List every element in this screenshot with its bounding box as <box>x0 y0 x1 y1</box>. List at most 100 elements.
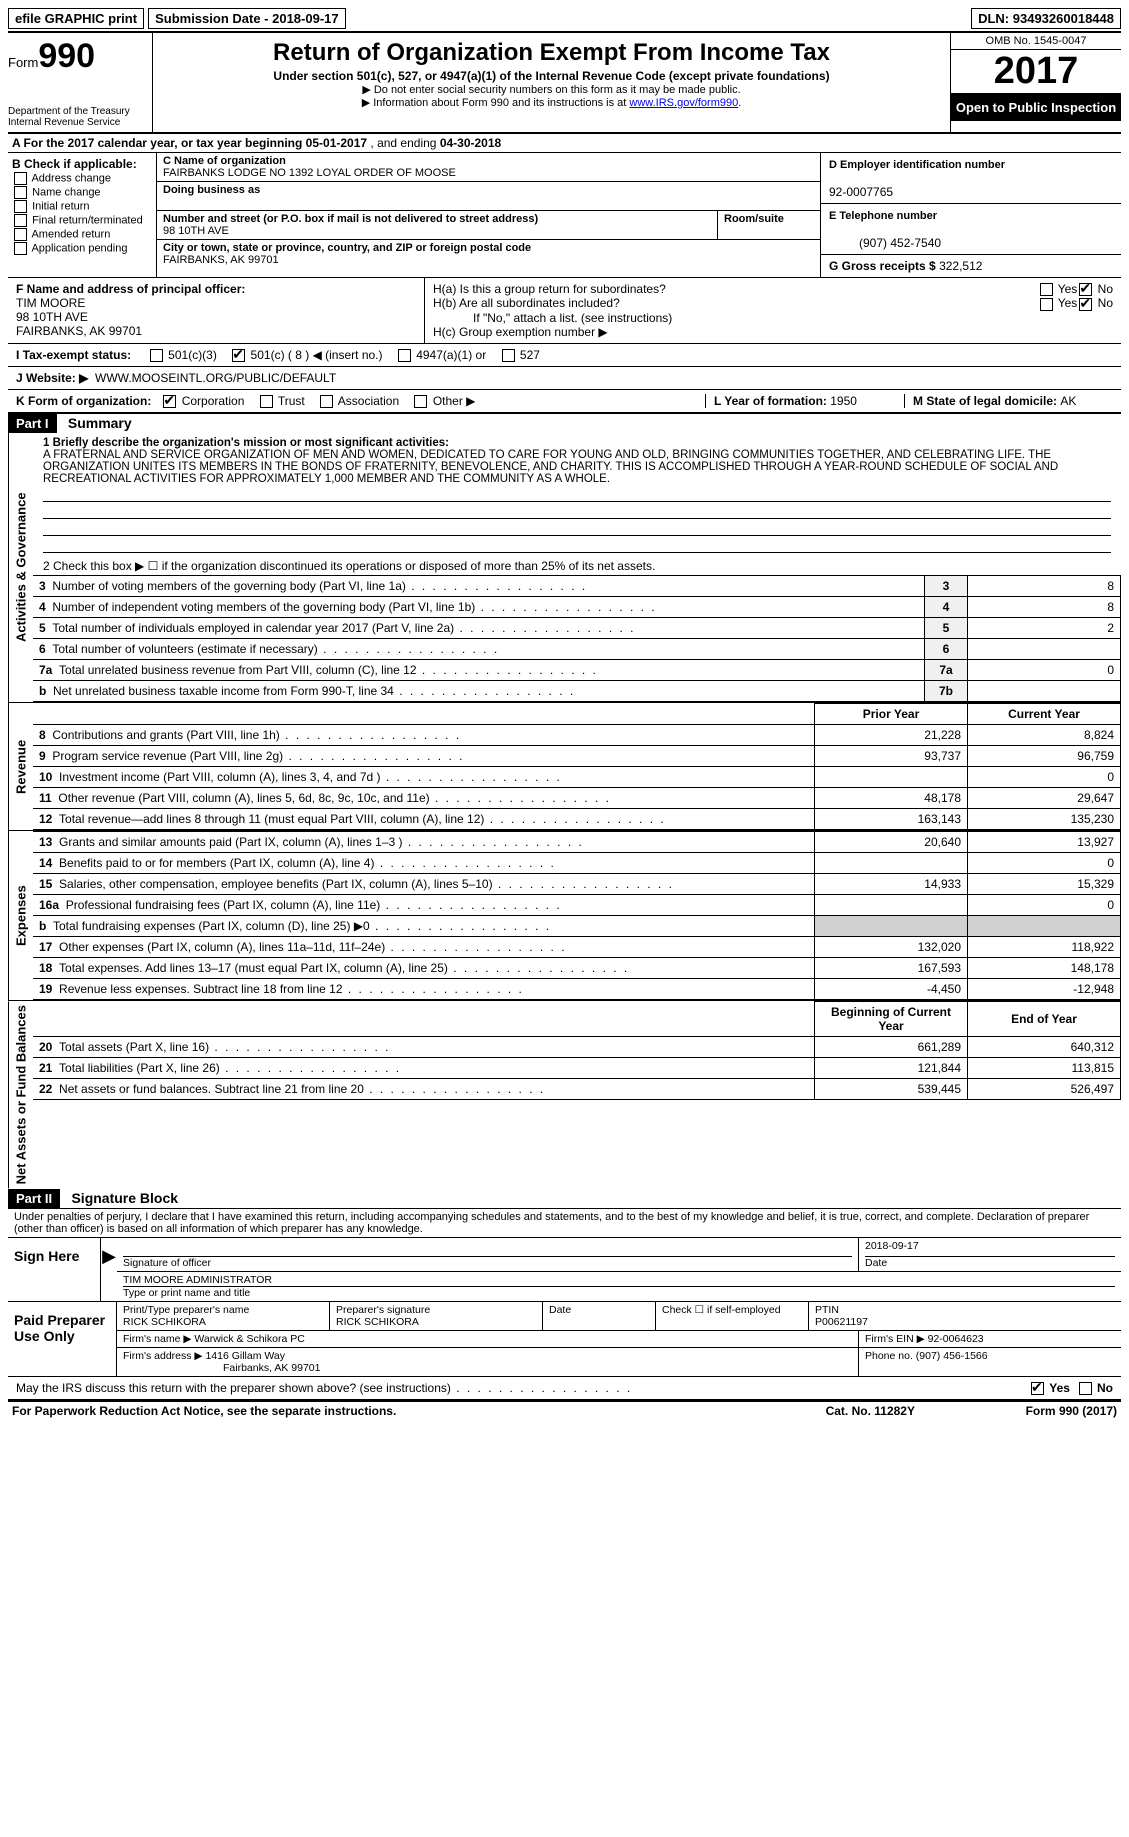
year-formation-label: L Year of formation: <box>714 394 830 408</box>
paid-preparer-label: Paid Preparer Use Only <box>8 1302 117 1376</box>
website-value: WWW.MOOSEINTL.ORG/PUBLIC/DEFAULT <box>95 371 336 385</box>
cb-trust[interactable]: Trust <box>258 394 305 408</box>
discuss-yes-label: Yes <box>1049 1381 1070 1395</box>
main-info: B Check if applicable: Address change Na… <box>8 153 1121 277</box>
cb-501c[interactable]: 501(c) ( 8 ) ◀ (insert no.) <box>230 348 382 362</box>
firm-name: Warwick & Schikora PC <box>194 1333 304 1345</box>
gov-line-6: 6 Total number of volunteers (estimate i… <box>33 639 1121 660</box>
rev-line-12: 12 Total revenue—add lines 8 through 11 … <box>33 809 1121 830</box>
col-current: Current Year <box>968 704 1121 725</box>
part1-header: Part I <box>8 414 57 433</box>
firm-phone: (907) 456-1566 <box>916 1350 988 1362</box>
top-bar: efile GRAPHIC print Submission Date - 20… <box>8 8 1121 29</box>
firm-ein: 92-0064623 <box>928 1333 984 1345</box>
cb-app-pending[interactable]: Application pending <box>12 242 152 255</box>
exp-line-13: 13 Grants and similar amounts paid (Part… <box>33 832 1121 853</box>
form-990: 990 <box>38 37 95 75</box>
vtab-netassets: Net Assets or Fund Balances <box>8 1001 33 1188</box>
cb-other[interactable]: Other ▶ <box>412 394 475 408</box>
gov-line-4: 4 Number of independent voting members o… <box>33 597 1121 618</box>
dln-value: 93493260018448 <box>1013 11 1114 26</box>
net-line-21: 21 Total liabilities (Part X, line 26) 1… <box>33 1058 1121 1079</box>
hb-note: If "No," attach a list. (see instruction… <box>433 311 1113 325</box>
cb-amended-return-label: Amended return <box>31 228 110 240</box>
firm-ein-label: Firm's EIN ▶ <box>865 1333 928 1345</box>
form-subtitle: Under section 501(c), 527, or 4947(a)(1)… <box>161 69 942 83</box>
firm-addr-label: Firm's address ▶ <box>123 1350 205 1362</box>
mission-text: A FRATERNAL AND SERVICE ORGANIZATION OF … <box>43 449 1058 485</box>
submission-label: Submission Date - <box>155 11 272 26</box>
note-info-pre: ▶ Information about Form 990 and its ins… <box>362 97 630 109</box>
part2-title: Signature Block <box>63 1188 186 1208</box>
box-c: C Name of organization FAIRBANKS LODGE N… <box>157 153 820 277</box>
ein-label: D Employer identification number <box>829 159 1005 171</box>
cb-501c3[interactable]: 501(c)(3) <box>148 348 217 362</box>
discuss-text: May the IRS discuss this return with the… <box>16 1381 1029 1395</box>
firm-addr1: 1416 Gillam Way <box>205 1350 285 1362</box>
col-prior: Prior Year <box>815 704 968 725</box>
box-f: F Name and address of principal officer:… <box>8 278 425 343</box>
ptin-value: P00621197 <box>815 1316 868 1328</box>
sig-date: 2018-09-17 <box>865 1240 1115 1257</box>
self-emp[interactable]: Check ☐ if self-employed <box>662 1304 781 1316</box>
dln-label: DLN: <box>978 11 1013 26</box>
state-domicile: AK <box>1060 394 1076 408</box>
exp-line-16a: 16a Professional fundraising fees (Part … <box>33 895 1121 916</box>
cb-527[interactable]: 527 <box>500 348 540 362</box>
opt-trust: Trust <box>278 394 305 408</box>
part2-header: Part II <box>8 1189 60 1208</box>
note-ssn: ▶ Do not enter social security numbers o… <box>161 83 942 96</box>
hb-yes[interactable]: Yes <box>1038 296 1078 310</box>
opt-assoc: Association <box>338 394 399 408</box>
rev-line-9: 9 Program service revenue (Part VIII, li… <box>33 746 1121 767</box>
cb-assoc[interactable]: Association <box>318 394 399 408</box>
opt-501c3: 501(c)(3) <box>168 348 217 362</box>
line2: 2 Check this box ▶ ☐ if the organization… <box>33 557 1121 575</box>
cb-initial-return[interactable]: Initial return <box>12 200 152 213</box>
box-b: B Check if applicable: Address change Na… <box>8 153 157 277</box>
ha-yes[interactable]: Yes <box>1038 282 1078 296</box>
box-b-header: B Check if applicable: <box>12 157 152 171</box>
cb-amended-return[interactable]: Amended return <box>12 228 152 241</box>
cb-corp[interactable]: Corporation <box>161 394 244 408</box>
website-label: J Website: ▶ <box>16 371 88 385</box>
part2-header-row: Part II Signature Block <box>8 1189 1121 1208</box>
cb-address-change-label: Address change <box>31 172 111 184</box>
officer-label: F Name and address of principal officer: <box>16 282 245 296</box>
row-k-lm: K Form of organization: Corporation Trus… <box>8 390 1121 414</box>
cb-final-return[interactable]: Final return/terminated <box>12 214 152 227</box>
hc-label: H(c) Group exemption number ▶ <box>433 325 1113 339</box>
exp-line-19: 19 Revenue less expenses. Subtract line … <box>33 979 1121 1000</box>
gov-line-7a: 7a Total unrelated business revenue from… <box>33 660 1121 681</box>
discuss-no[interactable]: No <box>1077 1381 1113 1395</box>
cb-initial-return-label: Initial return <box>32 200 89 212</box>
tax-year: 2017 <box>951 50 1121 94</box>
cb-name-change[interactable]: Name change <box>12 186 152 199</box>
open-inspection: Open to Public Inspection <box>951 94 1121 121</box>
sign-here-row: Sign Here ▶ Signature of officer 2018-09… <box>8 1238 1121 1302</box>
box-h: H(a) Is this a group return for subordin… <box>425 278 1121 343</box>
gov-line-b: b Net unrelated business taxable income … <box>33 681 1121 702</box>
form-header: Form990 Department of the Treasury Inter… <box>8 31 1121 134</box>
row-f-h: F Name and address of principal officer:… <box>8 277 1121 344</box>
opt-corp: Corporation <box>182 394 245 408</box>
phone-label: E Telephone number <box>829 210 937 222</box>
irs-link[interactable]: www.IRS.gov/form990 <box>629 97 738 109</box>
hb-no[interactable]: No <box>1077 296 1113 310</box>
ha-label: H(a) Is this a group return for subordin… <box>433 282 1038 296</box>
ptin-label: PTIN <box>815 1304 839 1316</box>
room-label: Room/suite <box>724 213 784 225</box>
footer-right: Form 990 (2017) <box>1026 1404 1117 1418</box>
prep-date-label: Date <box>549 1304 571 1316</box>
col-end: End of Year <box>968 1002 1121 1037</box>
net-line-20: 20 Total assets (Part X, line 16) 661,28… <box>33 1037 1121 1058</box>
discuss-yes[interactable]: Yes <box>1029 1381 1070 1395</box>
cb-address-change[interactable]: Address change <box>12 172 152 185</box>
cb-4947[interactable]: 4947(a)(1) or <box>396 348 486 362</box>
sign-here-label: Sign Here <box>8 1238 101 1301</box>
gross-value: 322,512 <box>939 259 982 273</box>
cb-app-pending-label: Application pending <box>31 242 127 254</box>
discuss-row: May the IRS discuss this return with the… <box>8 1377 1121 1400</box>
opt-501c-pre: 501(c) ( <box>251 348 296 362</box>
name-title-label: Type or print name and title <box>123 1287 250 1299</box>
